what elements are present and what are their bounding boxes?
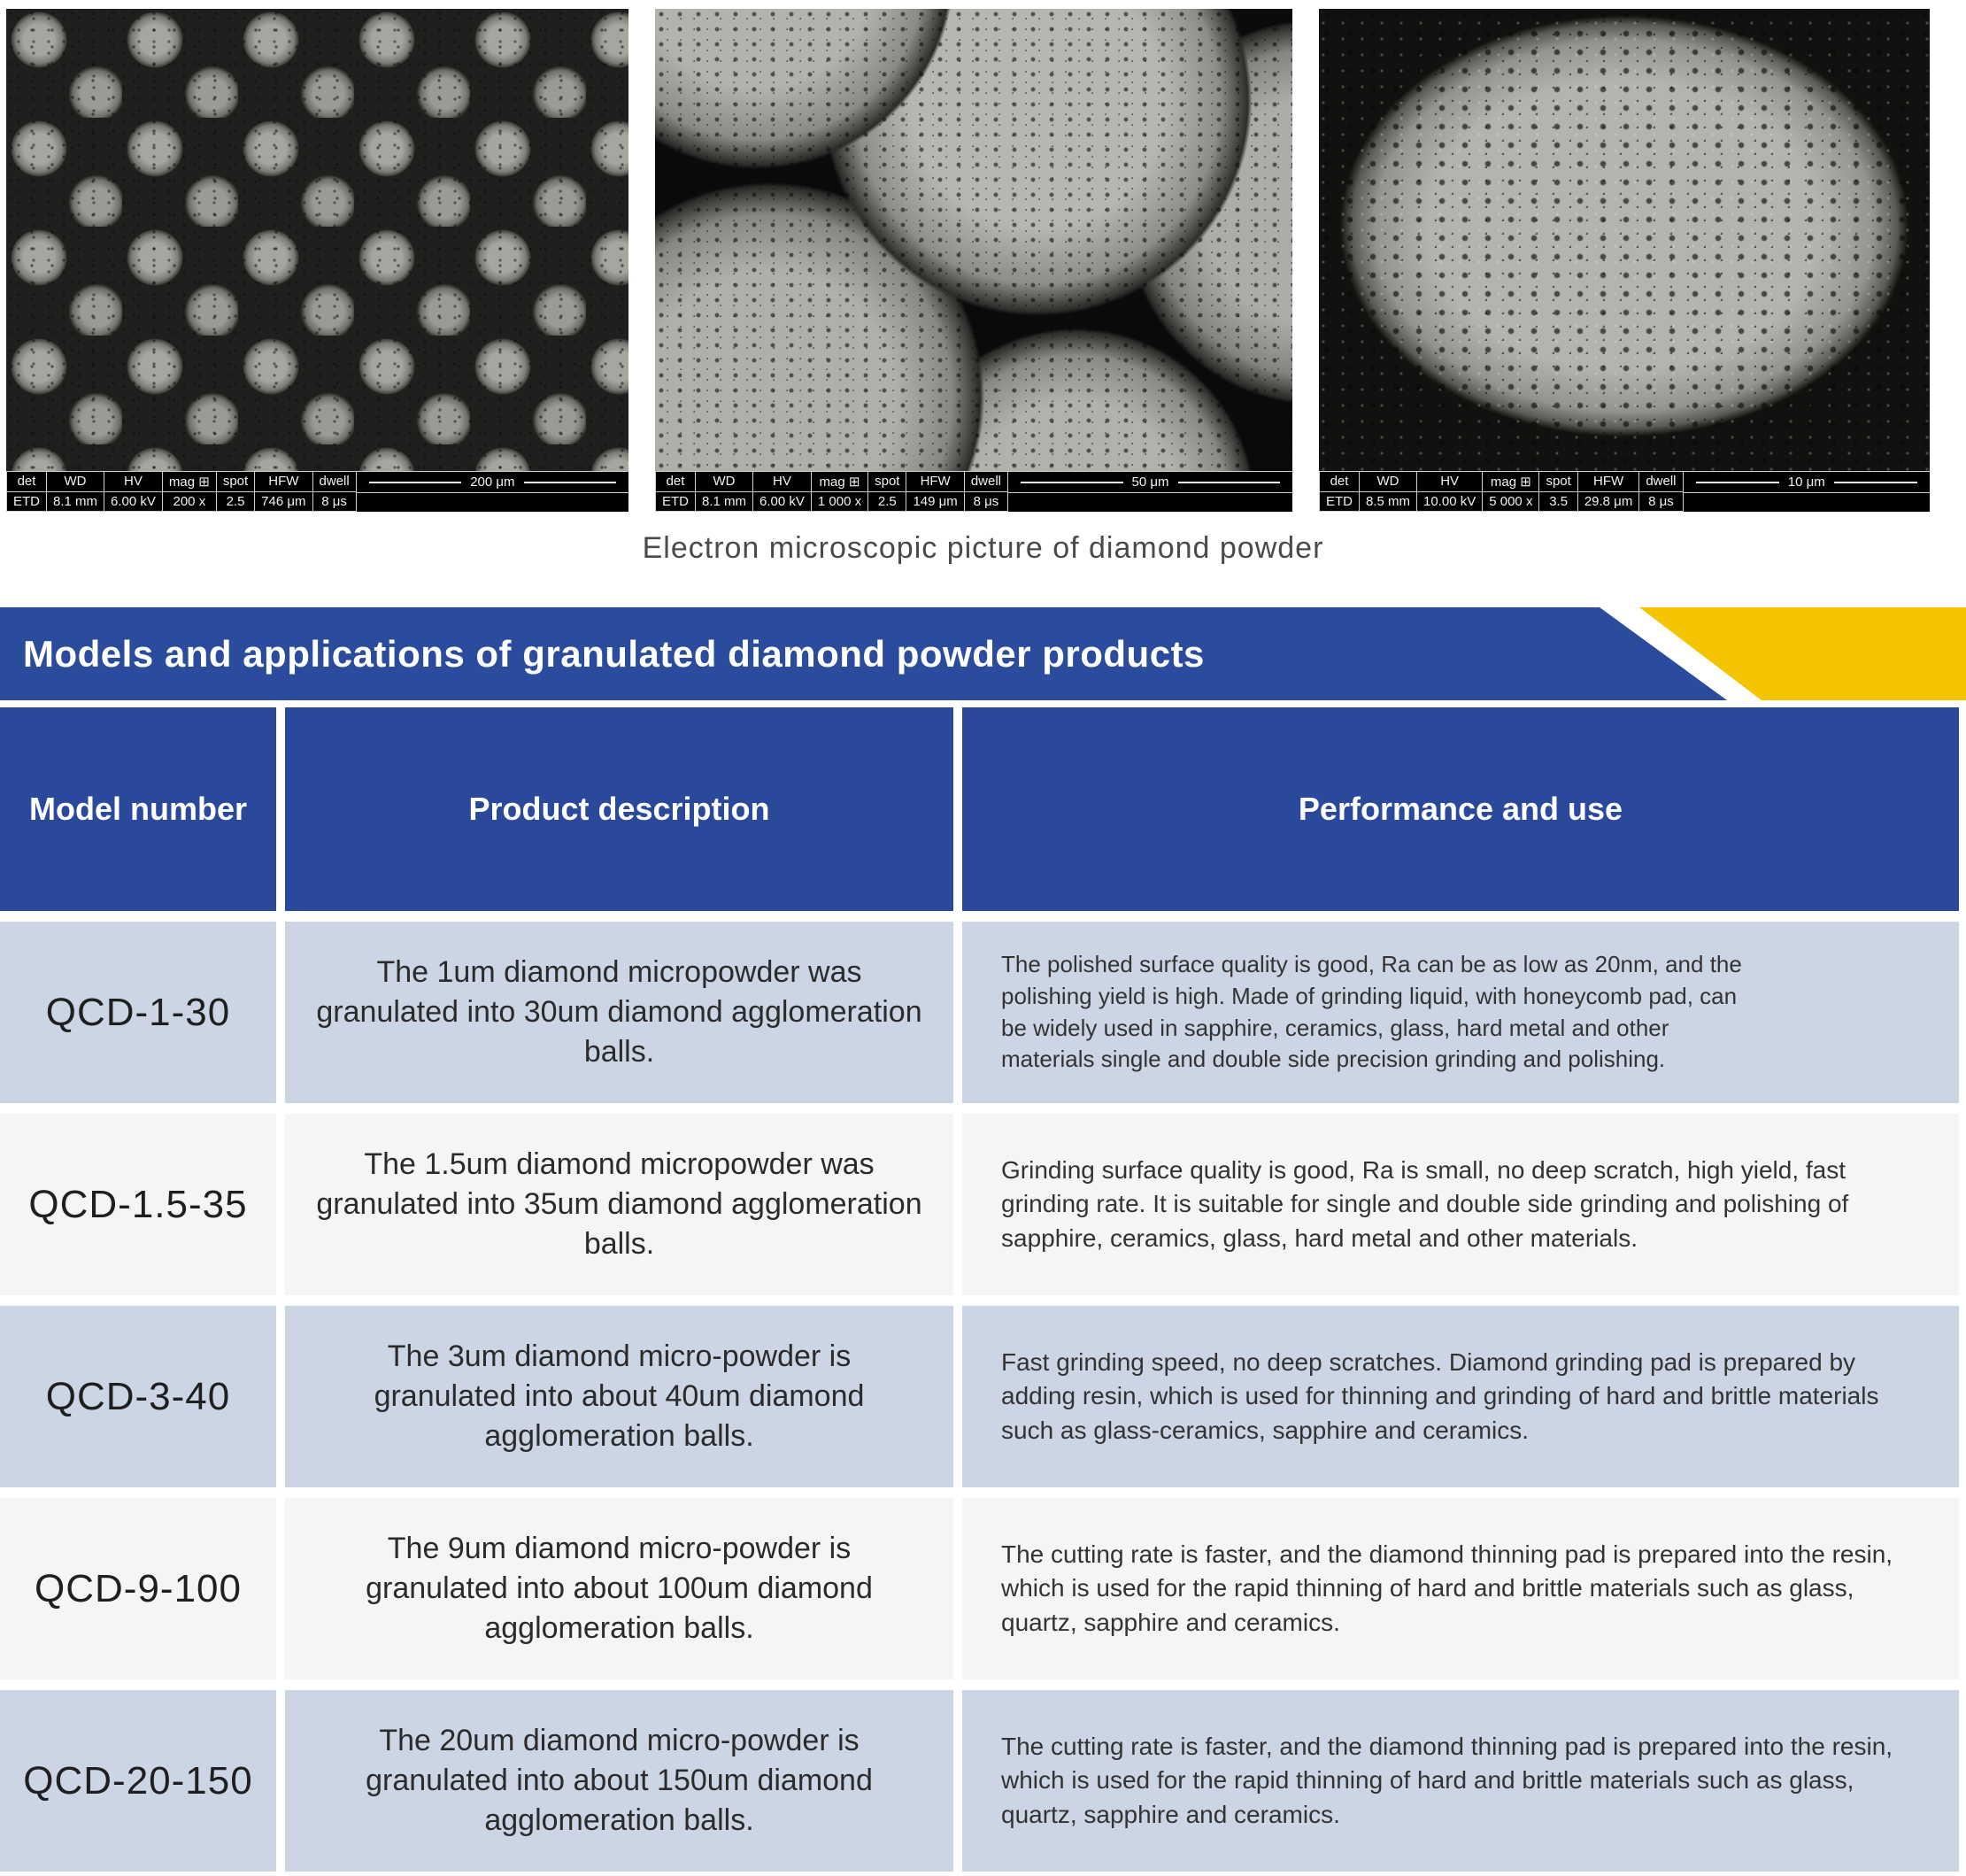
sem-metadata-bar: det ETD WD 8.1 mm HV 6.00 kV mag ⊞ 1 000… (655, 471, 1292, 512)
scale-bar-label: 50 μm (1131, 475, 1169, 490)
sem-metadata-cells: det ETD WD 8.1 mm HV 6.00 kV mag ⊞ 1 000… (655, 471, 1008, 512)
sem-value-hv: 6.00 kV (753, 491, 811, 511)
sem-metadata-bar: det ETD WD 8.1 mm HV 6.00 kV mag ⊞ 200 x… (6, 471, 628, 512)
sem-label-hfw: HFW (906, 472, 964, 491)
sem-value-hfw: 149 μm (906, 491, 964, 511)
header-performance-and-use: Performance and use (962, 707, 1959, 911)
section-banner: Models and applications of granulated di… (0, 607, 1966, 700)
sem-value-hfw: 746 μm (255, 491, 312, 511)
product-description-cell: The 3um diamond micro-powder is granulat… (285, 1306, 953, 1487)
sem-micrograph-spheres-large (655, 9, 1292, 471)
performance-cell: Fast grinding speed, no deep scratches. … (962, 1306, 1959, 1487)
sem-label-dwell: dwell (312, 472, 356, 491)
sem-scale-area: 200 μm (356, 471, 628, 512)
sem-value-dwell: 8 μs (1639, 491, 1683, 511)
model-number-cell: QCD-1.5-35 (0, 1114, 276, 1295)
sem-value-det: ETD (656, 491, 695, 511)
header-model-number: Model number (0, 707, 276, 911)
model-number-cell: QCD-1-30 (0, 922, 276, 1103)
scale-bar-label: 10 μm (1787, 475, 1825, 490)
sem-value-wd: 8.1 mm (696, 491, 753, 511)
section-title: Models and applications of granulated di… (23, 632, 1205, 675)
sem-label-hv: HV (753, 472, 811, 491)
sem-value-wd: 8.5 mm (1360, 491, 1417, 511)
scale-bar-label: 200 μm (470, 475, 515, 490)
product-description-cell: The 20um diamond micro-powder is granula… (285, 1690, 953, 1872)
sem-label-det: det (656, 472, 695, 491)
model-number-cell: QCD-3-40 (0, 1306, 276, 1487)
sem-value-hfw: 29.8 μm (1577, 491, 1639, 511)
sem-value-mag: 200 x (162, 491, 216, 511)
sem-value-det: ETD (7, 491, 46, 511)
header-product-description: Product description (285, 707, 953, 911)
sem-value-spot: 2.5 (216, 491, 255, 511)
scale-bar-line (1021, 481, 1123, 483)
sem-metadata-cells: det ETD WD 8.1 mm HV 6.00 kV mag ⊞ 200 x… (6, 471, 357, 512)
scale-bar-line (1833, 481, 1917, 483)
product-description-cell: The 9um diamond micro-powder is granulat… (285, 1498, 953, 1679)
sem-label-dwell: dwell (1639, 472, 1683, 491)
sem-value-spot: 3.5 (1539, 491, 1577, 511)
sem-value-wd: 8.1 mm (47, 491, 104, 511)
sem-label-mag: mag ⊞ (162, 472, 216, 491)
scale-bar-line (368, 481, 462, 483)
sem-value-mag: 1 000 x (811, 491, 868, 511)
sem-panel-1000x: det ETD WD 8.1 mm HV 6.00 kV mag ⊞ 1 000… (655, 9, 1292, 512)
performance-cell: Grinding surface quality is good, Ra is … (962, 1114, 1959, 1295)
performance-cell: The cutting rate is faster, and the diam… (962, 1690, 1959, 1872)
sem-label-spot: spot (216, 472, 255, 491)
model-number-cell: QCD-9-100 (0, 1498, 276, 1679)
sem-micrograph-single-sphere (1319, 9, 1930, 471)
sem-panel-200x: det ETD WD 8.1 mm HV 6.00 kV mag ⊞ 200 x… (6, 9, 628, 512)
sem-label-spot: spot (1539, 472, 1577, 491)
sem-value-mag: 5 000 x (1483, 491, 1539, 511)
sem-panel-5000x: det ETD WD 8.5 mm HV 10.00 kV mag ⊞ 5 00… (1319, 9, 1930, 512)
performance-cell: The cutting rate is faster, and the diam… (962, 1498, 1959, 1679)
sem-metadata-bar: det ETD WD 8.5 mm HV 10.00 kV mag ⊞ 5 00… (1319, 471, 1930, 512)
sem-value-det: ETD (1320, 491, 1359, 511)
sem-value-spot: 2.5 (868, 491, 906, 511)
sem-micrograph-spheres-small (6, 9, 628, 471)
sem-value-hv: 6.00 kV (104, 491, 162, 511)
sem-value-hv: 10.00 kV (1417, 491, 1483, 511)
image-caption: Electron microscopic picture of diamond … (642, 531, 1324, 565)
scale-bar-line (523, 481, 617, 483)
sem-label-hv: HV (104, 472, 162, 491)
sem-label-dwell: dwell (964, 472, 1007, 491)
sem-label-wd: WD (47, 472, 104, 491)
sem-label-hv: HV (1417, 472, 1483, 491)
model-number-cell: QCD-20-150 (0, 1690, 276, 1872)
sem-scale-area: 50 μm (1008, 471, 1292, 512)
product-description-cell: The 1um diamond micropowder was granulat… (285, 922, 953, 1103)
performance-cell: The polished surface quality is good, Ra… (962, 922, 1959, 1103)
sem-metadata-cells: det ETD WD 8.5 mm HV 10.00 kV mag ⊞ 5 00… (1319, 471, 1684, 512)
sem-label-wd: WD (1360, 472, 1417, 491)
sem-scale-area: 10 μm (1683, 471, 1930, 512)
sem-value-dwell: 8 μs (964, 491, 1007, 511)
banner-blue-ribbon: Models and applications of granulated di… (0, 607, 1727, 700)
sem-label-det: det (7, 472, 46, 491)
sem-label-hfw: HFW (255, 472, 312, 491)
sem-label-det: det (1320, 472, 1359, 491)
sem-label-hfw: HFW (1577, 472, 1639, 491)
sem-value-dwell: 8 μs (312, 491, 356, 511)
scale-bar-line (1177, 481, 1280, 483)
sem-label-mag: mag ⊞ (1483, 472, 1539, 491)
product-description-cell: The 1.5um diamond micropowder was granul… (285, 1114, 953, 1295)
sem-label-mag: mag ⊞ (811, 472, 868, 491)
products-table: Model number Product description Perform… (0, 707, 1959, 1872)
sem-image-strip: det ETD WD 8.1 mm HV 6.00 kV mag ⊞ 200 x… (0, 0, 1966, 512)
scale-bar-line (1695, 481, 1779, 483)
sem-label-spot: spot (868, 472, 906, 491)
sem-label-wd: WD (696, 472, 753, 491)
